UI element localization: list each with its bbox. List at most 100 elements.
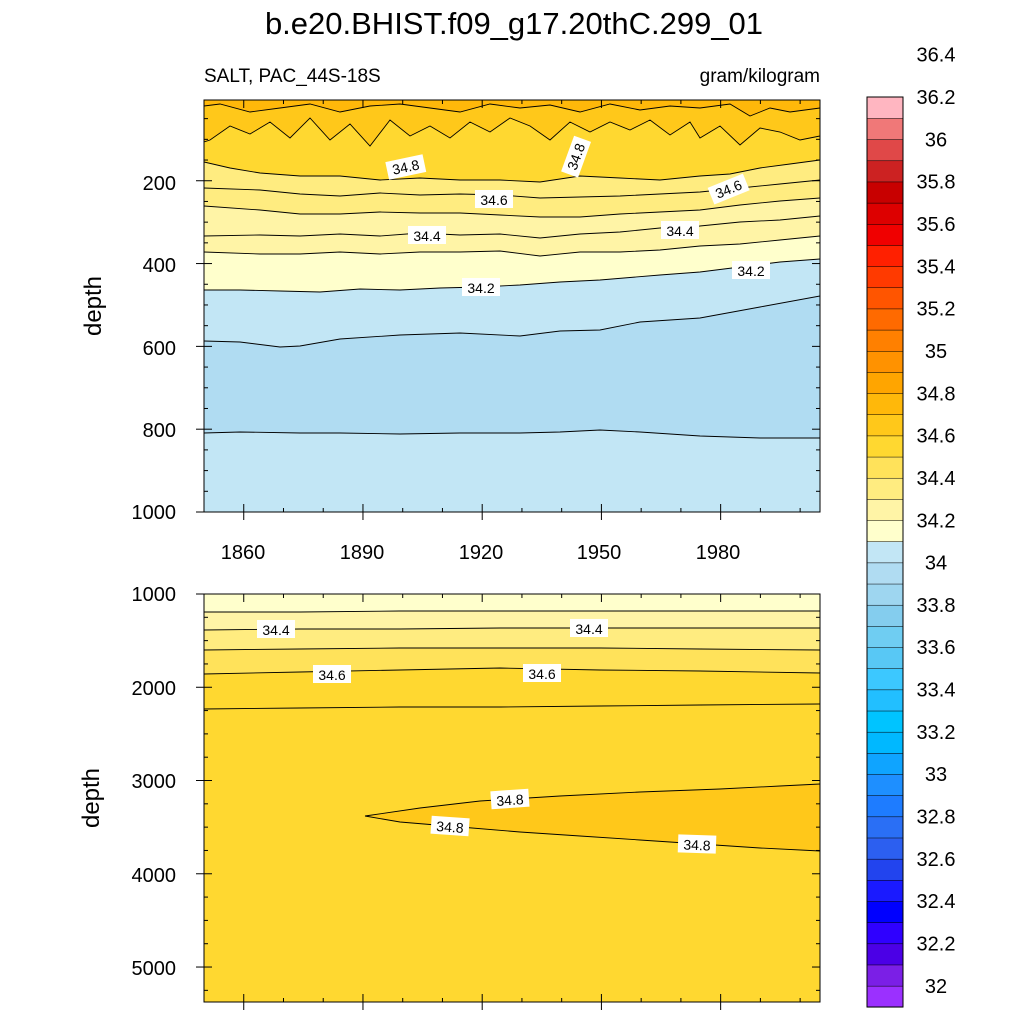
colorbar-cell (866, 244, 904, 267)
colorbar-cell (866, 477, 904, 500)
colorbar-cell (866, 498, 904, 521)
contour-label: 34.4 (257, 620, 295, 638)
colorbar-cell (866, 646, 904, 669)
colorbar: 32 32.2 32.4 32.6 32.8 33 33.2 33.4 33.6 33.8 34 34… (866, 45, 956, 1008)
contour-line (204, 235, 820, 257)
svg-text:34.4: 34.4 (413, 228, 440, 244)
svg-text:34.8: 34.8 (683, 837, 711, 854)
contour-line (204, 159, 820, 183)
upper-fill: 34.8 34.8 34.6 34.6 34.4 (204, 100, 820, 512)
lower-fill: 34.4 34.4 34.6 34.6 34.8 (204, 594, 820, 1002)
contour-label: 34.8 (385, 154, 427, 180)
colorbar-tick-label: 32.2 (917, 934, 956, 956)
lower-panel: 34.4 34.4 34.6 34.6 34.8 (78, 584, 821, 1010)
colorbar-frame (866, 96, 904, 1008)
upper-y-tick: 200 (143, 173, 176, 195)
contour-label: 34.8 (490, 788, 530, 810)
colorbar-cell (866, 816, 904, 839)
colorbar-cell (866, 858, 904, 881)
colorbar-cell (866, 139, 904, 162)
colorbar-tick-label: 36.2 (917, 87, 956, 109)
contour-label: 34.8 (677, 834, 717, 854)
svg-text:34.2: 34.2 (467, 280, 494, 296)
upper-y-axis-label: depth (80, 276, 107, 336)
colorbar-tick-label: 34.4 (917, 468, 956, 490)
x-tick-label: 1950 (577, 542, 622, 564)
colorbar-cell (866, 773, 904, 796)
svg-text:34.8: 34.8 (436, 818, 465, 836)
lower-contour-labels: 34.4 34.4 34.6 34.6 34.8 (257, 619, 717, 854)
colorbar-tick-label: 32 (925, 976, 947, 998)
svg-text:34.8: 34.8 (391, 156, 421, 177)
contour-label: 34.4 (408, 226, 446, 244)
colorbar-cell (866, 689, 904, 712)
colorbar-cell (866, 96, 904, 119)
colorbar-tick-label: 35.2 (917, 299, 956, 321)
colorbar-cell (866, 371, 904, 394)
fill-band-34.8-35.0 (365, 784, 820, 851)
colorbar-cell (866, 562, 904, 585)
contour-line (204, 703, 820, 710)
colorbar-cell (866, 160, 904, 183)
contour-label: 34.2 (462, 278, 500, 296)
contour-label: 34.8 (430, 815, 470, 837)
x-tick-label: 1890 (340, 542, 385, 564)
lower-y-tick: 1000 (132, 584, 177, 606)
lower-y-tick: 3000 (132, 771, 177, 793)
contour-line (204, 610, 820, 613)
colorbar-cell (866, 329, 904, 352)
colorbar-tick-label: 36 (925, 129, 947, 151)
colorbar-cell (866, 625, 904, 648)
contour-line (204, 667, 820, 675)
colorbar-cell (866, 308, 904, 331)
svg-text:34.6: 34.6 (528, 666, 555, 682)
svg-text:34.4: 34.4 (262, 622, 289, 638)
colorbar-tick-label: 34.2 (917, 510, 956, 532)
upper-ticks (196, 100, 820, 520)
x-tick-label: 1920 (459, 542, 504, 564)
colorbar-cell (866, 943, 904, 966)
colorbar-cell (866, 393, 904, 415)
colorbar-cell (866, 266, 904, 289)
colorbar-cell (866, 541, 904, 564)
colorbar-tick-label: 34.6 (917, 426, 956, 448)
colorbar-cell (866, 964, 904, 987)
colorbar-labels: 32 32.2 32.4 32.6 32.8 33 33.2 33.4 33.6 33.8 34 34… (917, 45, 956, 998)
contour-label: 34.4 (661, 221, 699, 239)
colorbar-tick-label: 35.4 (917, 256, 956, 278)
x-tick-label: 1860 (221, 542, 266, 564)
contour-line (204, 295, 820, 348)
contour-line (204, 647, 820, 651)
contour-line (364, 815, 820, 852)
colorbar-cell (866, 604, 904, 627)
contour-line (364, 783, 820, 817)
x-tick-label: 1980 (696, 542, 741, 564)
upper-y-tick: 800 (143, 420, 176, 442)
contour-line (204, 103, 820, 117)
contour-line (204, 215, 820, 239)
svg-text:34.4: 34.4 (575, 621, 602, 637)
upper-y-tick: 1000 (132, 502, 177, 524)
colorbar-cell (866, 117, 904, 140)
contour-line (204, 627, 820, 631)
colorbar-tick-label: 32.4 (917, 891, 956, 913)
svg-text:34.6: 34.6 (480, 192, 507, 208)
contour-line (204, 117, 820, 147)
lower-contours (204, 610, 820, 852)
colorbar-cell (866, 202, 904, 225)
contour-label: 34.4 (570, 619, 608, 637)
colorbar-cell (866, 837, 904, 860)
colorbar-cell (866, 752, 904, 775)
colorbar-cell (866, 456, 904, 479)
colorbar-tick-label: 33.4 (917, 680, 956, 702)
colorbar-cell (866, 287, 904, 310)
colorbar-tick-label: 33.6 (917, 637, 956, 659)
colorbar-cell (866, 731, 904, 754)
lower-y-axis-label: depth (78, 768, 105, 828)
colorbar-tick-label: 32.6 (917, 849, 956, 871)
variable-label: SALT, PAC_44S-18S (204, 66, 381, 87)
colorbar-tick-label: 32.8 (917, 807, 956, 829)
colorbar-cell (866, 668, 904, 691)
fill-band-33.8-34.0 (204, 296, 820, 438)
